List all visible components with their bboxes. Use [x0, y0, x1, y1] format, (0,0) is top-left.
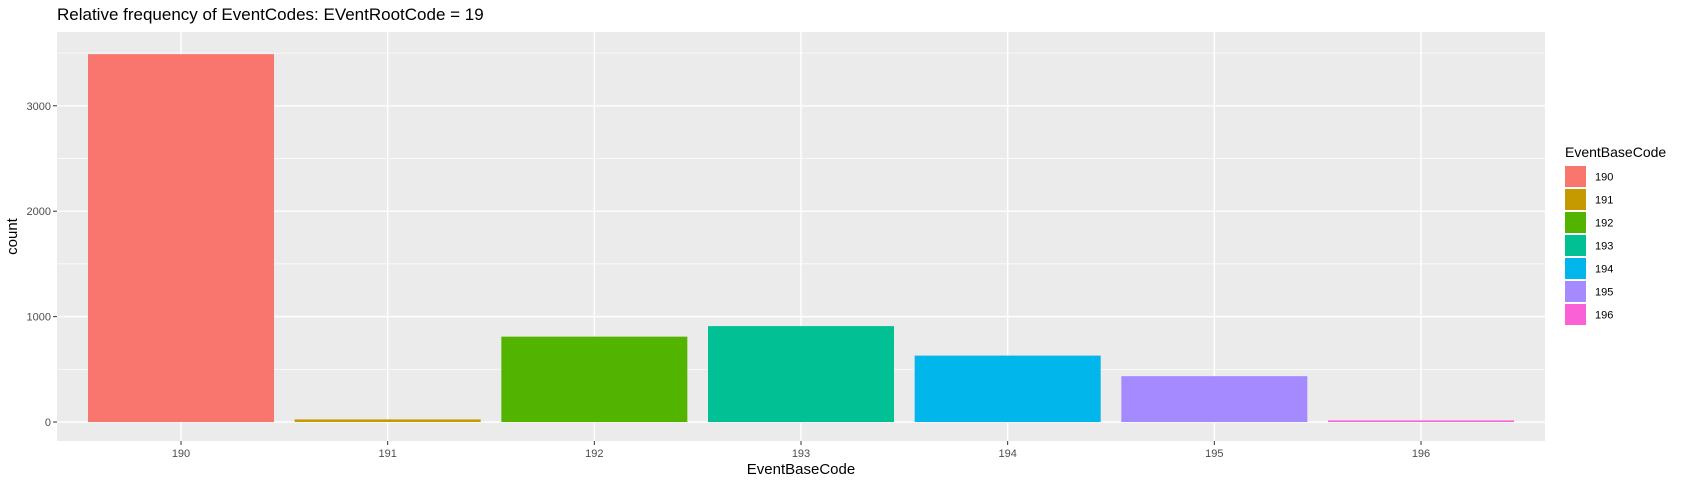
x-axis: 190 191 192 193 194 195 196 — [172, 441, 1430, 460]
legend-items: 190 191 192 193 194 195 196 — [1565, 166, 1613, 325]
x-tick-label: 190 — [172, 448, 190, 460]
chart-title: Relative frequency of EventCodes: EVentR… — [57, 5, 484, 24]
y-tick-label: 0 — [45, 417, 51, 429]
legend-label: 192 — [1595, 218, 1613, 230]
legend-key-196 — [1565, 304, 1586, 325]
legend-label: 190 — [1595, 172, 1613, 184]
x-tick-label: 194 — [998, 448, 1016, 460]
bars — [88, 54, 1514, 423]
y-axis: 0 1000 2000 3000 — [27, 101, 57, 429]
legend-label: 196 — [1595, 310, 1613, 322]
legend-key-193 — [1565, 235, 1586, 256]
bar-192 — [501, 336, 688, 423]
legend-key-194 — [1565, 258, 1586, 279]
legend-label: 193 — [1595, 241, 1613, 253]
legend-key-191 — [1565, 189, 1586, 210]
x-tick-label: 192 — [585, 448, 603, 460]
bar-190 — [88, 54, 274, 423]
y-tick-label: 3000 — [27, 101, 51, 113]
legend-key-190 — [1565, 166, 1586, 187]
legend-title: EventBaseCode — [1565, 144, 1666, 160]
x-tick-label: 193 — [792, 448, 810, 460]
legend-label: 195 — [1595, 287, 1613, 299]
bar-193 — [708, 326, 894, 423]
legend-key-195 — [1565, 281, 1586, 302]
legend-label: 191 — [1595, 195, 1613, 207]
x-axis-title: EventBaseCode — [747, 461, 855, 478]
bar-196 — [1328, 420, 1514, 423]
legend: EventBaseCode 190 191 192 193 194 195 196 — [1565, 144, 1666, 325]
x-tick-label: 191 — [378, 448, 396, 460]
y-tick-label: 1000 — [27, 312, 51, 324]
legend-key-192 — [1565, 212, 1586, 233]
bar-195 — [1121, 376, 1308, 423]
x-tick-label: 195 — [1205, 448, 1223, 460]
bar-194 — [914, 355, 1101, 423]
y-tick-label: 2000 — [27, 206, 51, 218]
legend-label: 194 — [1595, 264, 1613, 276]
y-axis-title: count — [4, 217, 21, 255]
bar-191 — [294, 419, 481, 423]
x-tick-label: 196 — [1412, 448, 1430, 460]
